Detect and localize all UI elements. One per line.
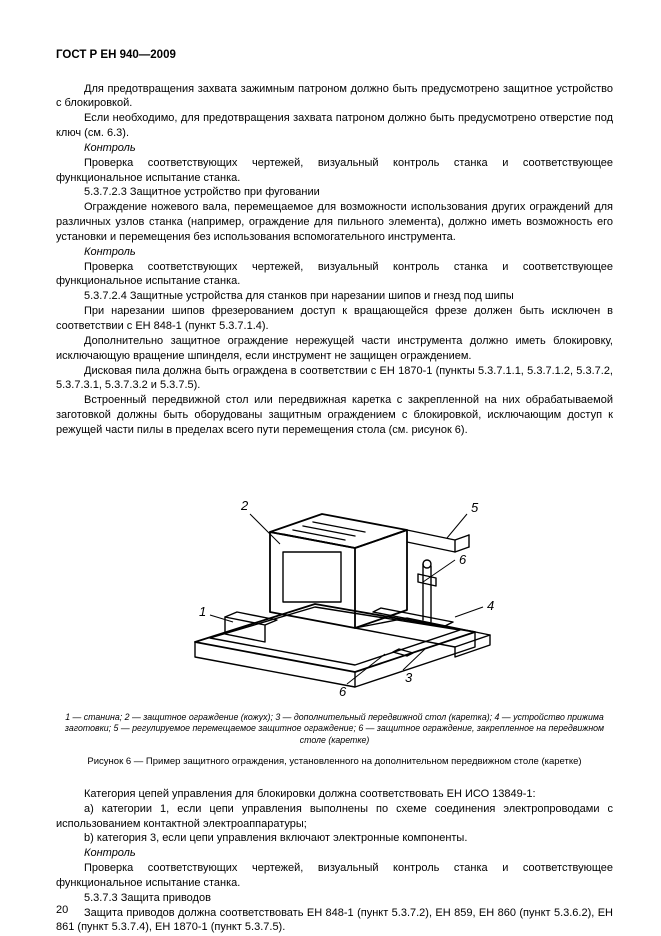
paragraph: При нарезании шипов фрезерованием доступ… — [56, 304, 613, 334]
list-item-b: b) категория 3, если цепи управления вкл… — [56, 831, 613, 846]
figure-label-6b: 6 — [339, 684, 347, 699]
figure-label-3: 3 — [405, 670, 413, 685]
figure-label-2: 2 — [240, 498, 249, 513]
figure-label-6a: 6 — [459, 552, 467, 567]
paragraph-control: Контроль — [56, 846, 613, 861]
paragraph: Встроенный передвижной стол или передвиж… — [56, 393, 613, 438]
figure-6: 1 2 3 4 5 6 6 — [56, 452, 613, 702]
clause-heading: 5.3.7.2.4 Защитные устройства для станко… — [56, 289, 613, 304]
figure-label-5: 5 — [471, 500, 479, 515]
clause-heading: 5.3.7.3 Защита приводов — [56, 891, 613, 906]
paragraph: Категория цепей управления для блокировк… — [56, 787, 613, 802]
paragraph: Ограждение ножевого вала, перемещаемое д… — [56, 200, 613, 245]
clause-heading: 5.3.7.2.3 Защитное устройство при фугова… — [56, 185, 613, 200]
paragraph: Проверка соответствующих чертежей, визуа… — [56, 861, 613, 891]
figure-caption: Рисунок 6 — Пример защитного ограждения,… — [56, 756, 613, 769]
paragraph: Если необходимо, для предотвращения захв… — [56, 111, 613, 141]
paragraph: Дисковая пила должна быть ограждена в со… — [56, 364, 613, 394]
paragraph: Проверка соответствующих чертежей, визуа… — [56, 260, 613, 290]
paragraph: Для предотвращения захвата зажимным патр… — [56, 82, 613, 112]
figure-label-4: 4 — [487, 598, 494, 613]
page-number: 20 — [56, 903, 68, 918]
page: ГОСТ Р ЕН 940—2009 Для предотвращения за… — [0, 0, 661, 936]
paragraph: Проверка соответствующих чертежей, визуа… — [56, 156, 613, 186]
paragraph-control: Контроль — [56, 141, 613, 156]
figure-label-1: 1 — [199, 604, 206, 619]
list-item-a: a) категории 1, если цепи управления вып… — [56, 802, 613, 832]
figure-6-svg: 1 2 3 4 5 6 6 — [155, 452, 515, 702]
paragraph: Дополнительно защитное ограждение нережу… — [56, 334, 613, 364]
doc-header: ГОСТ Р ЕН 940—2009 — [56, 48, 613, 64]
figure-legend: 1 — станина; 2 — защитное ограждение (ко… — [56, 712, 613, 746]
paragraph-control: Контроль — [56, 245, 613, 260]
paragraph: Защита приводов должна соответствовать Е… — [56, 906, 613, 936]
